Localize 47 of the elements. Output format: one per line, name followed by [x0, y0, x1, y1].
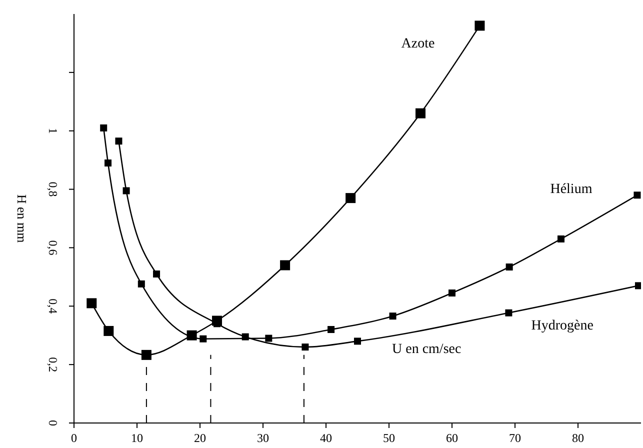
point	[346, 193, 356, 204]
point	[104, 326, 114, 336]
point	[141, 350, 152, 360]
x-tick-label: 30	[257, 431, 269, 445]
y-tick-label: 0,2	[46, 357, 60, 372]
point	[416, 108, 426, 118]
x-tick-label: 70	[509, 431, 521, 445]
y-tick-label: 0,4	[46, 298, 60, 314]
point	[280, 260, 290, 270]
point	[186, 330, 197, 340]
series-label: Hydrogène	[531, 318, 594, 334]
x-tick-label: 40	[320, 431, 332, 445]
point	[634, 192, 641, 199]
point	[474, 20, 485, 31]
x-tick-label: 50	[383, 431, 395, 445]
point	[242, 333, 249, 340]
point	[328, 326, 335, 334]
point	[634, 282, 641, 290]
point	[506, 263, 513, 270]
point	[354, 338, 361, 345]
y-tick-label: 1	[46, 128, 60, 134]
point	[100, 124, 108, 132]
y-axis-title: H en mm	[14, 194, 30, 243]
point	[138, 280, 145, 288]
point	[389, 312, 396, 320]
x-tick-label: 10	[131, 431, 143, 445]
series-label: Azote	[401, 36, 435, 52]
point	[557, 235, 564, 242]
series-label: Hélium	[550, 182, 592, 198]
x-tick-label: 0	[71, 431, 77, 445]
point	[104, 159, 112, 166]
y-tick-label: 0,8	[46, 182, 60, 197]
point	[153, 270, 160, 278]
point	[86, 298, 97, 308]
y-tick-label: 0,6	[46, 240, 60, 256]
point	[200, 335, 207, 342]
x-tick-label: 80	[572, 431, 584, 445]
point	[505, 309, 512, 316]
x-axis-title: U en cm/sec	[392, 342, 462, 358]
point	[122, 187, 130, 194]
point	[302, 344, 309, 351]
point	[265, 334, 272, 342]
x-tick-label: 20	[194, 431, 206, 445]
y-tick-label: 0	[46, 420, 60, 426]
point	[115, 138, 122, 145]
point	[448, 289, 456, 296]
x-tick-label: 60	[446, 431, 458, 445]
